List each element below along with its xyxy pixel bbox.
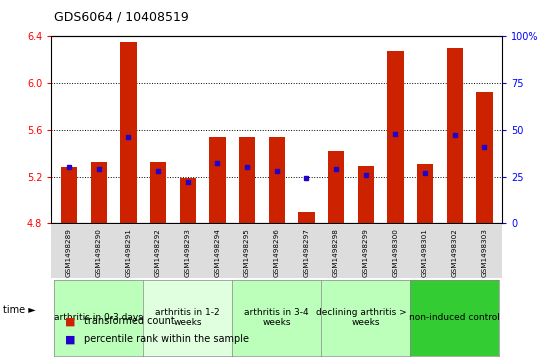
Text: arthritis in 0-3 days: arthritis in 0-3 days [55, 313, 143, 322]
Text: GSM1498290: GSM1498290 [96, 228, 102, 277]
Text: GSM1498300: GSM1498300 [393, 228, 399, 277]
Text: ■: ■ [65, 316, 75, 326]
Bar [120, 42, 137, 223]
Bar [61, 167, 77, 223]
Text: GSM1498293: GSM1498293 [185, 228, 191, 277]
Text: GSM1498292: GSM1498292 [155, 228, 161, 277]
Bar [150, 163, 166, 223]
Text: GSM1498302: GSM1498302 [452, 228, 458, 277]
Bar [91, 163, 107, 223]
Text: non-induced control: non-induced control [409, 313, 500, 322]
Bar [357, 166, 374, 223]
Text: GSM1498289: GSM1498289 [66, 228, 72, 277]
Bar [298, 212, 315, 223]
Bar [268, 137, 285, 223]
Text: percentile rank within the sample: percentile rank within the sample [84, 334, 249, 344]
Text: arthritis in 3-4
weeks: arthritis in 3-4 weeks [245, 308, 309, 327]
Text: GSM1498294: GSM1498294 [214, 228, 220, 277]
Text: GDS6064 / 10408519: GDS6064 / 10408519 [54, 11, 189, 24]
Bar [210, 137, 226, 223]
Bar [328, 151, 344, 223]
Text: GSM1498291: GSM1498291 [125, 228, 131, 277]
Text: GSM1498299: GSM1498299 [363, 228, 369, 277]
Text: declining arthritis > 2
weeks: declining arthritis > 2 weeks [316, 308, 415, 327]
Bar [387, 52, 403, 223]
Text: GSM1498303: GSM1498303 [481, 228, 488, 277]
Text: GSM1498301: GSM1498301 [422, 228, 428, 277]
Text: GSM1498298: GSM1498298 [333, 228, 339, 277]
Text: GSM1498295: GSM1498295 [244, 228, 250, 277]
Bar [447, 48, 463, 223]
Bar [417, 164, 433, 223]
Bar [239, 137, 255, 223]
Text: ■: ■ [65, 334, 75, 344]
Text: GSM1498296: GSM1498296 [274, 228, 280, 277]
Text: time ►: time ► [3, 305, 36, 315]
Text: GSM1498297: GSM1498297 [303, 228, 309, 277]
Bar [476, 92, 492, 223]
Bar [180, 178, 196, 223]
Text: transformed count: transformed count [84, 316, 174, 326]
Text: arthritis in 1-2
weeks: arthritis in 1-2 weeks [156, 308, 220, 327]
